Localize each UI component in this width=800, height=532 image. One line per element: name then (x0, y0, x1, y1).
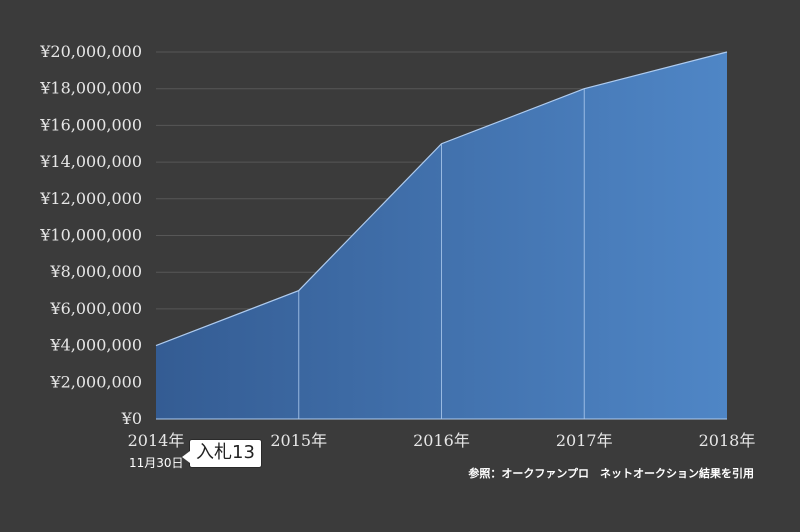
x-tick-label: 2017年 (556, 431, 613, 450)
y-tick-label: ¥6,000,000 (49, 299, 142, 318)
y-tick-label: ¥0 (121, 409, 142, 428)
y-tick-label: ¥10,000,000 (39, 226, 142, 245)
y-tick-label: ¥12,000,000 (39, 189, 142, 208)
y-tick-label: ¥14,000,000 (39, 152, 142, 171)
y-tick-label: ¥16,000,000 (39, 115, 142, 134)
y-tick-label: ¥18,000,000 (39, 79, 142, 98)
x-tick-label: 2016年 (413, 431, 470, 450)
x-tick-label: 2014年 (128, 431, 185, 450)
area-line (155, 51, 728, 347)
source-note: 参照：オークファンプロ ネットオークション結果を引用 (468, 467, 754, 480)
y-tick-label: ¥8,000,000 (49, 262, 142, 281)
y-tick-label: ¥4,000,000 (49, 336, 142, 355)
y-axis-ticks: ¥0 ¥2,000,000 ¥4,000,000 ¥6,000,000 ¥8,000,0… (39, 42, 142, 428)
bid-callout: 入札13 (182, 439, 262, 468)
y-tick-label: ¥20,000,000 (39, 42, 142, 61)
x-tick-label: 2018年 (699, 431, 756, 450)
annotation-date: 11月30日 (129, 456, 184, 470)
x-axis-ticks: 2014年 2015年 2016年 2017年 2018年 (128, 431, 756, 450)
area-series (155, 51, 728, 420)
x-tick-label: 2015年 (270, 431, 327, 450)
y-tick-label: ¥2,000,000 (49, 372, 142, 391)
